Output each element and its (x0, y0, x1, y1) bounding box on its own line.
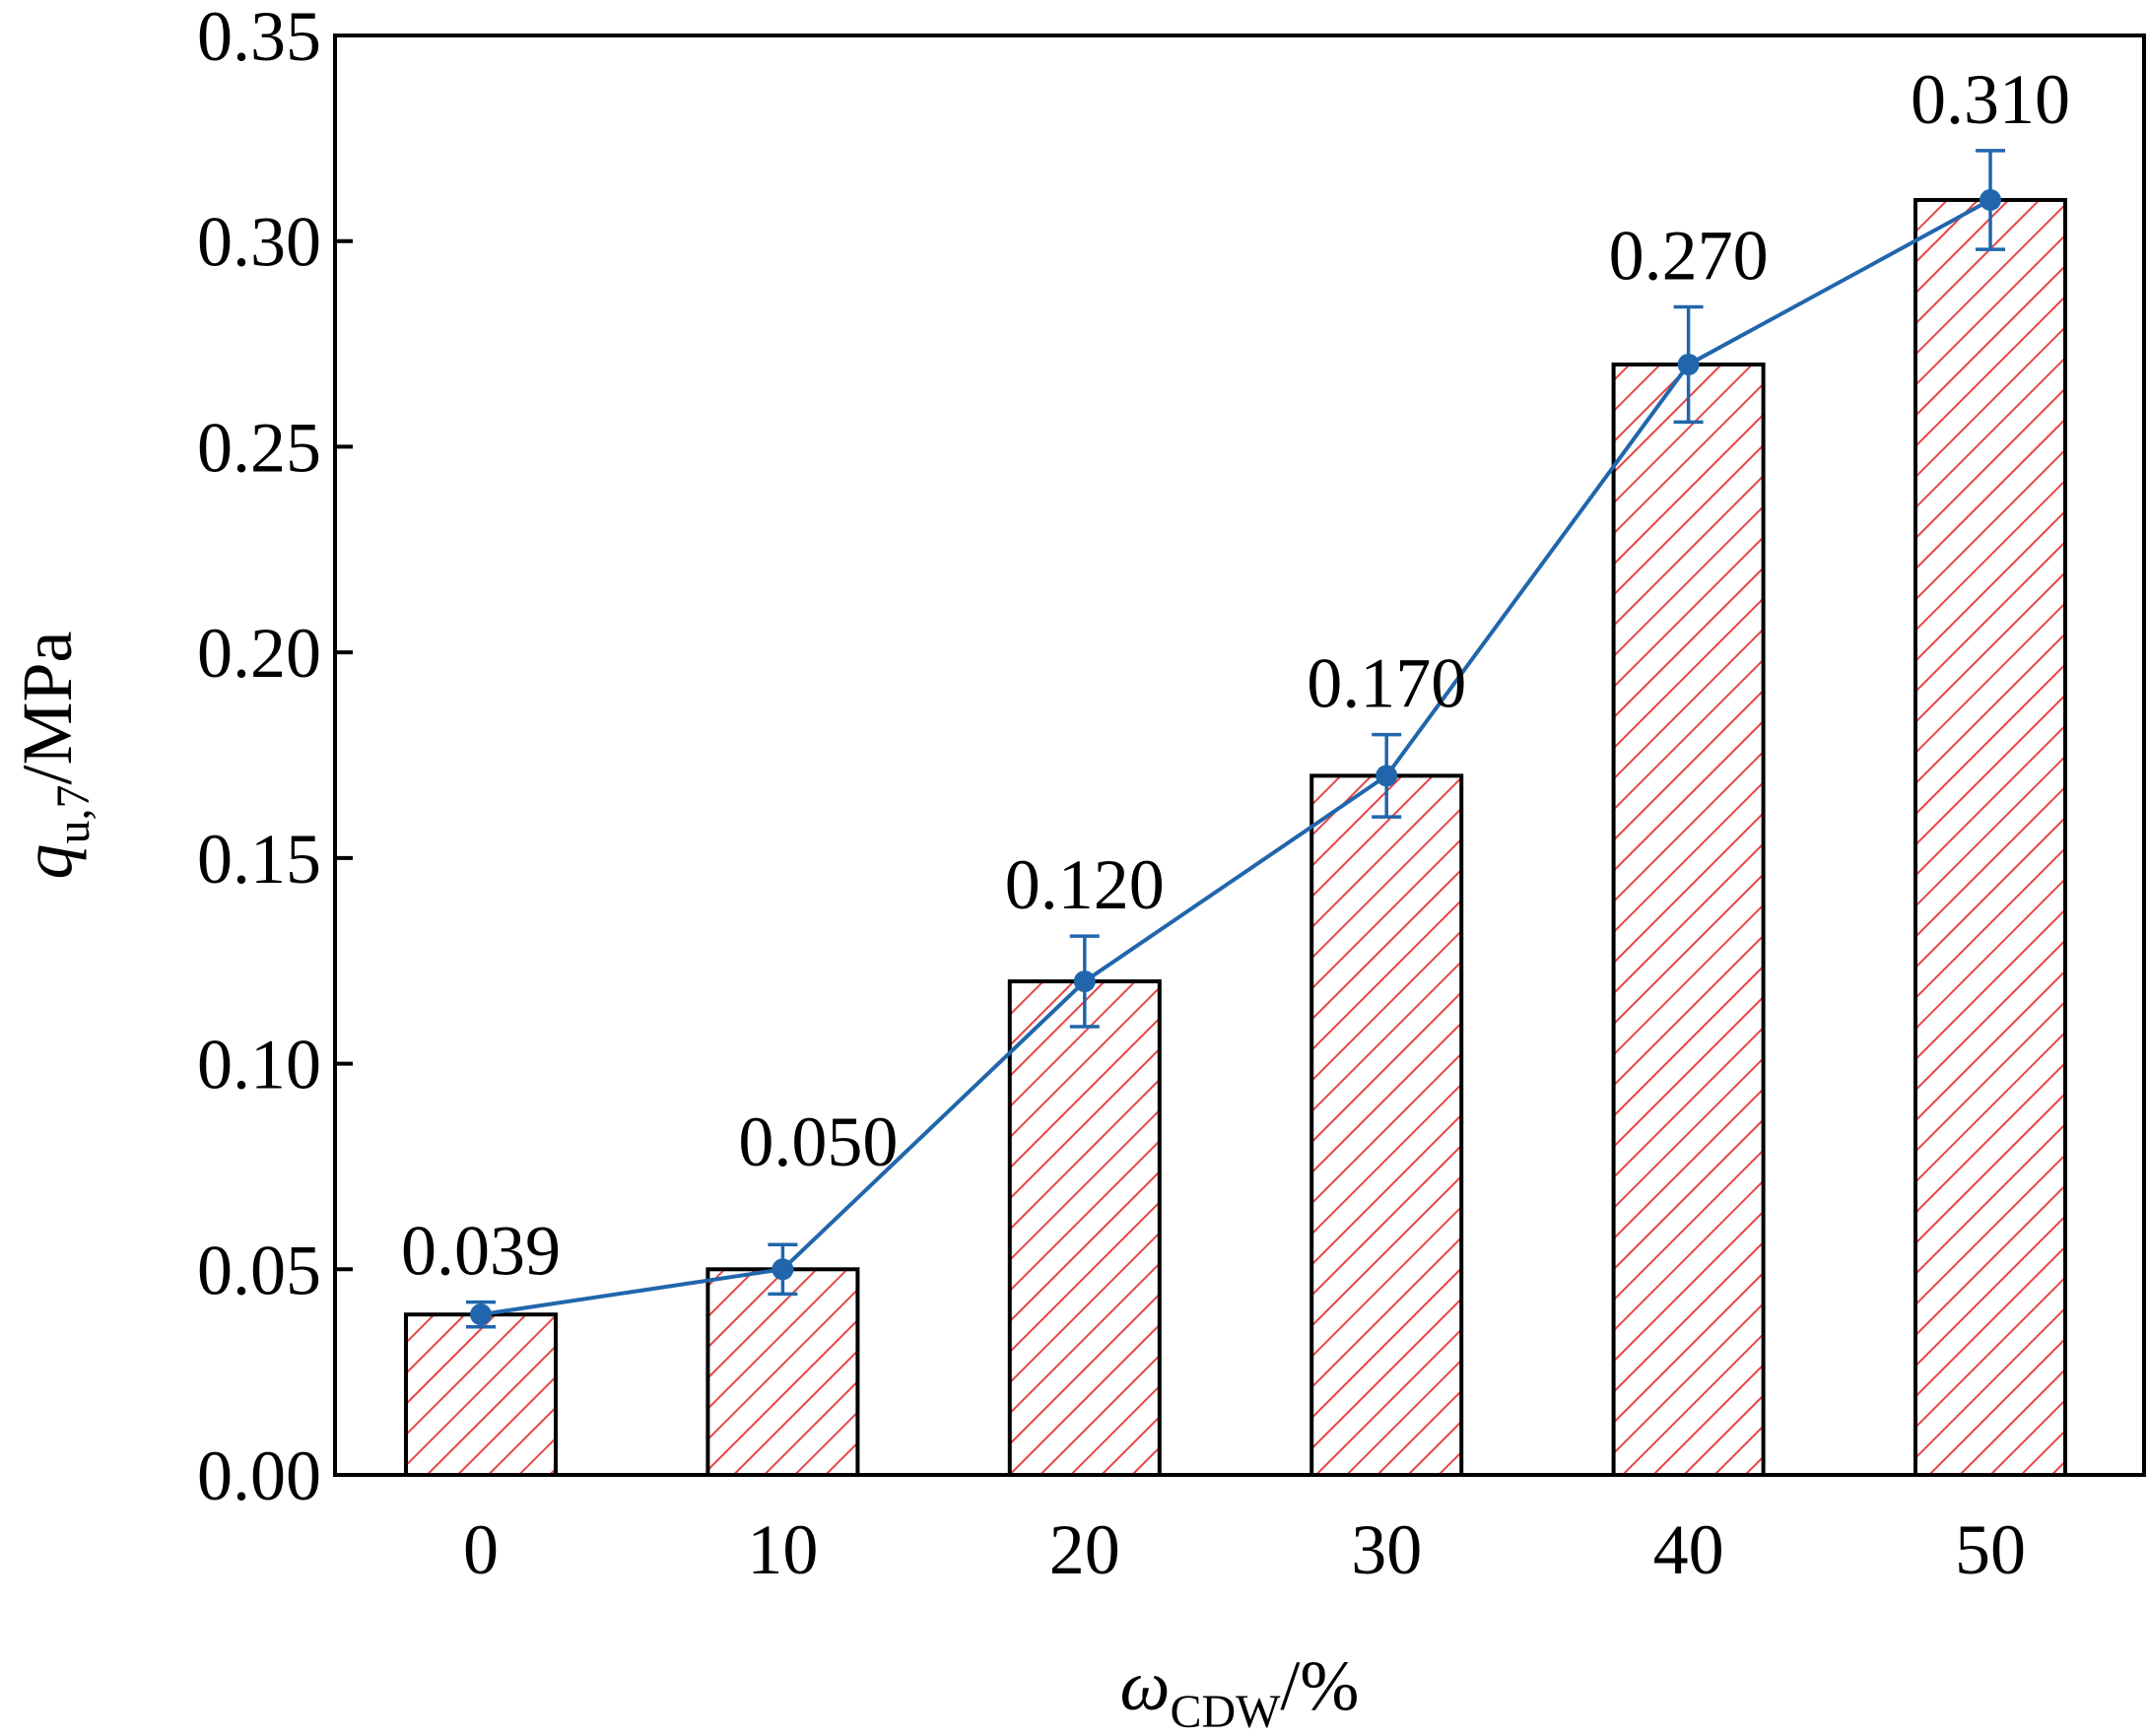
line-series (466, 149, 2005, 1329)
x-tick-label: 30 (1351, 1510, 1422, 1589)
y-axis-title: qu,7/MPa (8, 631, 100, 879)
x-axis-title-symbol: ω (1120, 1646, 1171, 1725)
x-axis-title: ωCDW/% (1120, 1646, 1360, 1736)
value-label: 0.039 (401, 1212, 561, 1291)
y-tick-label: 0.20 (197, 614, 321, 693)
data-point (1980, 188, 2001, 211)
y-tick-label: 0.15 (197, 820, 321, 899)
data-point (1073, 970, 1096, 993)
x-axis: 0 10 20 30 40 50 (463, 1457, 2026, 1589)
x-tick-label: 10 (747, 1510, 818, 1589)
bar (1611, 362, 1766, 1477)
x-tick-label: 20 (1049, 1510, 1120, 1589)
bar (1309, 773, 1464, 1477)
y-tick-label: 0.30 (197, 203, 321, 282)
bar (705, 1267, 860, 1478)
data-labels: 0.039 0.050 0.120 0.170 0.270 0.310 (401, 60, 2070, 1291)
value-label: 0.050 (738, 1102, 898, 1181)
data-point (772, 1258, 794, 1281)
value-label: 0.270 (1609, 217, 1769, 296)
bar-series (404, 197, 2067, 1478)
y-tick-label: 0.05 (197, 1231, 321, 1309)
y-axis-title-symbol: q (8, 844, 87, 880)
y-tick-label: 0.35 (197, 0, 321, 76)
y-axis-title-unit: /MPa (8, 631, 87, 784)
x-axis-title-unit: /% (1280, 1646, 1359, 1725)
y-tick-label: 0.25 (197, 408, 321, 487)
bar (1913, 197, 2067, 1477)
data-point (1376, 765, 1398, 787)
value-label: 0.310 (1911, 60, 2070, 139)
value-label: 0.170 (1307, 644, 1466, 723)
x-tick-label: 50 (1955, 1510, 2026, 1589)
y-tick-label: 0.00 (197, 1436, 321, 1515)
x-tick-label: 40 (1653, 1510, 1724, 1589)
bar (1007, 979, 1162, 1477)
series-line (480, 198, 1991, 1317)
x-axis-title-subscript: CDW (1170, 1686, 1281, 1736)
y-tick-label: 0.10 (197, 1026, 321, 1104)
value-label: 0.120 (1005, 845, 1165, 924)
data-point (470, 1303, 492, 1326)
y-axis-title-subscript: u,7 (47, 785, 100, 844)
plot-area: 0.00 0.05 0.10 0.15 0.20 0.25 0.30 0.35 0 10 20 30… (197, 0, 2146, 1589)
y-axis: 0.00 0.05 0.10 0.15 0.20 0.25 0.30 0.35 (197, 0, 353, 1515)
data-point (1677, 353, 1700, 375)
plot-frame (333, 33, 2146, 1477)
x-tick-label: 0 (463, 1510, 499, 1589)
bar (404, 1312, 558, 1478)
